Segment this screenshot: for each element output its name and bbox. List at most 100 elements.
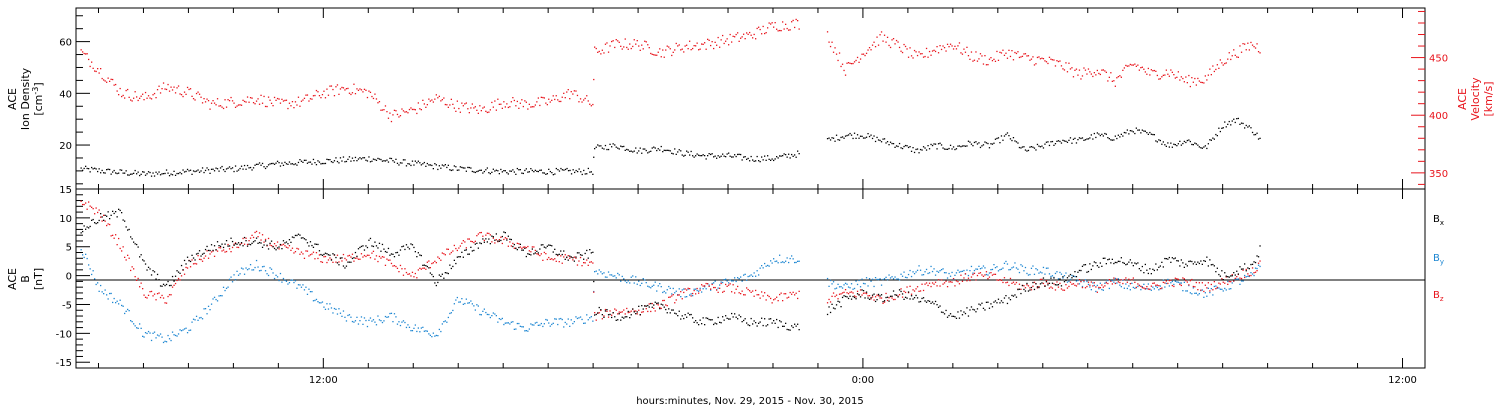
bz-series-point <box>395 265 397 268</box>
bz-series-point <box>347 255 349 257</box>
bz-series-point <box>233 243 235 245</box>
bx-series-point <box>774 322 776 324</box>
velocity-series-point <box>218 105 220 107</box>
bz-series-point <box>621 311 623 313</box>
bz-series-point <box>536 253 538 255</box>
by-series-point <box>225 287 228 289</box>
velocity-series-point <box>581 101 583 103</box>
bx-series-point <box>675 313 677 315</box>
bz-series-point <box>966 280 968 282</box>
bz-series-point <box>1135 286 1137 289</box>
bx-series-point <box>393 256 396 258</box>
density-series-point <box>147 171 150 173</box>
bx-series-point <box>702 317 704 319</box>
density-series-point <box>88 168 90 170</box>
by-series-point <box>455 299 457 301</box>
bz-series-point <box>144 296 147 298</box>
bx-series-point <box>584 252 586 255</box>
by-series-point <box>136 327 138 329</box>
bx-series-point <box>768 318 770 320</box>
velocity-series-point <box>113 84 115 86</box>
velocity-series-point <box>555 95 557 97</box>
density-series-point <box>946 148 949 150</box>
velocity-series-point <box>118 94 120 96</box>
bx-series-point <box>722 316 724 318</box>
bx-series-point <box>1006 302 1009 305</box>
density-series-point <box>925 149 928 151</box>
density-series-point <box>780 155 782 157</box>
velocity-series-point <box>255 100 258 102</box>
density-series-point <box>314 162 316 164</box>
velocity-series-point <box>233 102 235 104</box>
bx-series-point <box>177 271 180 273</box>
velocity-series-point <box>680 49 682 51</box>
density-series-point <box>1092 138 1094 140</box>
density-series-point <box>279 165 282 167</box>
by-series-point <box>1207 287 1209 289</box>
bz-series-point <box>453 244 455 247</box>
bz-series-point <box>336 254 339 256</box>
bz-series-point <box>440 259 442 261</box>
bz-series-point <box>234 242 237 244</box>
velocity-series-point <box>1135 65 1137 67</box>
density-series-point <box>713 156 715 158</box>
velocity-series-point <box>83 52 85 55</box>
bx-series-point <box>146 269 148 271</box>
density-series-point <box>449 169 451 171</box>
density-series-point <box>1035 149 1037 151</box>
bx-series-point <box>828 306 830 308</box>
density-series-point <box>257 163 259 165</box>
by-series-point <box>1247 275 1249 277</box>
density-series-point <box>738 153 740 155</box>
density-series-point <box>231 167 234 169</box>
velocity-series-point <box>1221 62 1223 64</box>
bz-series-point <box>681 298 683 300</box>
bx-series-point <box>356 255 358 257</box>
bx-series-point <box>305 239 307 241</box>
by-series-point <box>203 308 205 310</box>
bx-series-point <box>876 299 878 301</box>
bx-series-point <box>967 315 970 317</box>
bx-series-point <box>1150 273 1152 275</box>
density-series-point <box>891 142 893 145</box>
velocity-series-point <box>338 93 340 95</box>
velocity-series-point <box>245 101 247 103</box>
bx-series-point <box>1224 272 1226 274</box>
bx-series-point <box>488 238 490 240</box>
bz-series-point <box>91 206 93 208</box>
by-series-point <box>753 272 755 274</box>
bz-series-point <box>765 299 767 301</box>
by-series-point <box>984 267 986 269</box>
bx-series-point <box>1027 290 1030 292</box>
density-series-point <box>711 153 713 155</box>
density-series-point <box>952 146 955 148</box>
density-series-point <box>1173 143 1175 145</box>
bx-series-point <box>1050 277 1052 279</box>
velocity-series-point <box>713 47 715 50</box>
bz-series-point <box>1176 278 1178 280</box>
velocity-series-point <box>161 88 163 90</box>
bx-series-point <box>133 241 135 243</box>
bz-series-point <box>309 254 312 256</box>
density-series-point <box>276 160 279 162</box>
velocity-series-point <box>363 88 366 90</box>
by-series-point <box>1168 285 1170 287</box>
bz-series-point <box>222 249 225 251</box>
bz-series-point <box>545 253 547 255</box>
density-series-point <box>1138 129 1140 131</box>
density-series-point <box>850 134 853 136</box>
velocity-series-point <box>425 106 427 108</box>
by-series-point <box>1092 282 1094 284</box>
velocity-series-point <box>356 88 358 90</box>
density-series-point <box>1245 124 1247 127</box>
velocity-series-point <box>1209 68 1211 70</box>
density-series-point <box>95 168 97 170</box>
density-series-point <box>103 172 105 174</box>
density-series-point <box>975 141 977 143</box>
by-series-point <box>155 337 157 339</box>
velocity-series-point <box>662 49 664 51</box>
density-series-point <box>303 159 306 161</box>
density-series-point <box>189 169 192 171</box>
density-series-point <box>136 173 138 175</box>
by-series-point <box>453 303 455 305</box>
